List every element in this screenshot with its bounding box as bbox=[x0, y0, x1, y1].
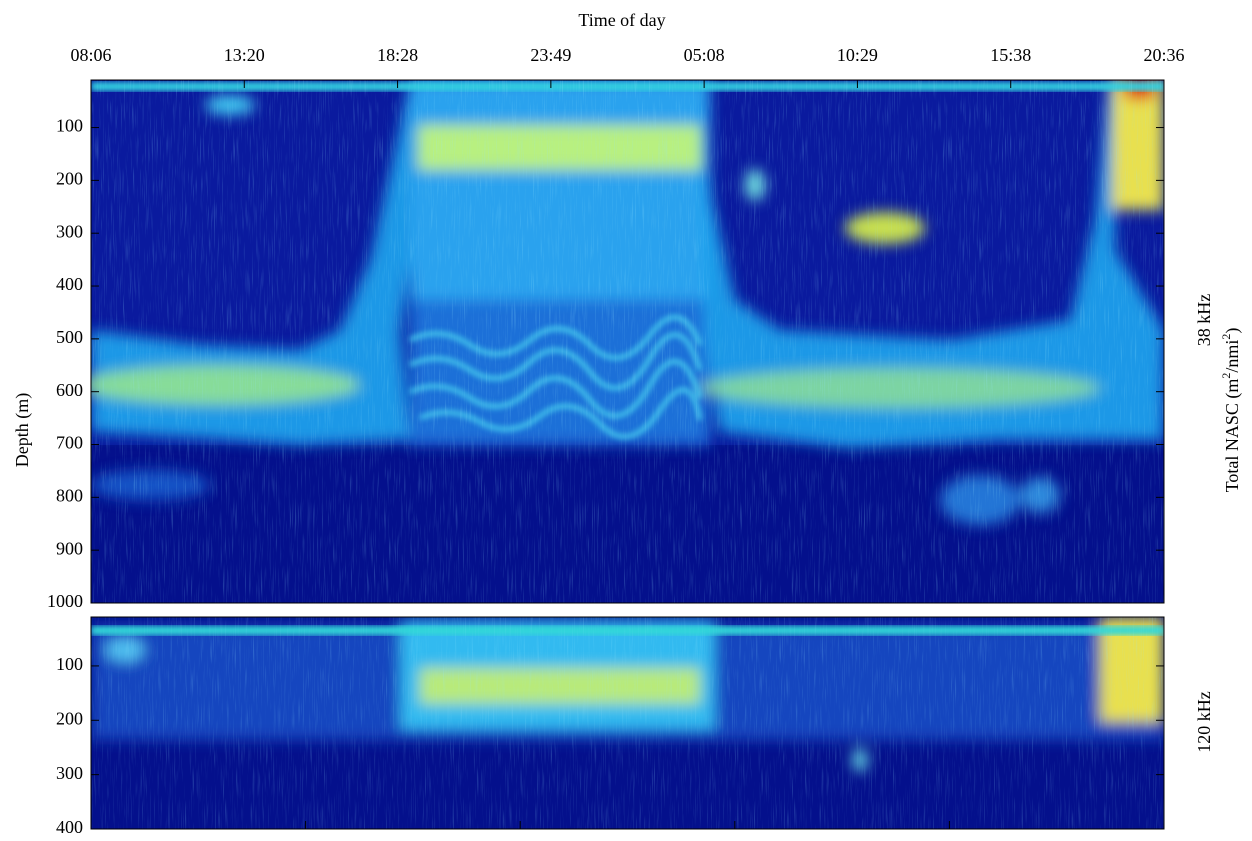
y-tick-label: 900 bbox=[56, 538, 83, 558]
y-tick-label: 100 bbox=[56, 654, 83, 674]
echogram-38khz bbox=[91, 80, 1164, 603]
y-tick-label: 300 bbox=[56, 763, 83, 783]
plot-frame bbox=[90, 79, 1165, 604]
x-tick-label: 18:28 bbox=[377, 45, 418, 65]
y-tick-label: 400 bbox=[56, 274, 83, 294]
panel-label: 38 kHz bbox=[1194, 294, 1214, 347]
x-tick-label: 15:38 bbox=[990, 45, 1031, 65]
x-axis-title: Time of day bbox=[578, 10, 665, 30]
x-tick-label: 20:36 bbox=[1143, 45, 1184, 65]
plot-frame bbox=[90, 616, 1165, 830]
colorbar-label-part: /nmi bbox=[1222, 340, 1242, 373]
y-tick-label: 100 bbox=[56, 116, 83, 136]
x-tick-label: 05:08 bbox=[684, 45, 725, 65]
x-tick-label: 13:20 bbox=[224, 45, 265, 65]
colorbar-label-part: 2 bbox=[1219, 373, 1233, 379]
x-tick-label: 23:49 bbox=[530, 45, 571, 65]
echogram-120khz bbox=[91, 617, 1164, 829]
colorbar-label: Total NASC (m2/nmi2) bbox=[1219, 328, 1243, 493]
y-tick-label: 200 bbox=[56, 168, 83, 188]
colorbar-label-part: ) bbox=[1222, 328, 1243, 334]
y-tick-label: 700 bbox=[56, 433, 83, 453]
y-tick-label: 200 bbox=[56, 708, 83, 728]
y-tick-label: 600 bbox=[56, 380, 83, 400]
y-axis-title: Depth (m) bbox=[12, 393, 33, 467]
y-tick-label: 1000 bbox=[47, 591, 83, 611]
x-tick-label: 08:06 bbox=[70, 45, 111, 65]
x-tick-label: 10:29 bbox=[837, 45, 878, 65]
y-tick-label: 500 bbox=[56, 327, 83, 347]
y-tick-label: 800 bbox=[56, 485, 83, 505]
y-tick-label: 400 bbox=[56, 817, 83, 836]
colorbar-label-part: 2 bbox=[1219, 334, 1233, 340]
colorbar-label-part: Total NASC (m bbox=[1222, 379, 1243, 493]
panel-label: 120 kHz bbox=[1194, 691, 1214, 753]
y-tick-label: 300 bbox=[56, 221, 83, 241]
